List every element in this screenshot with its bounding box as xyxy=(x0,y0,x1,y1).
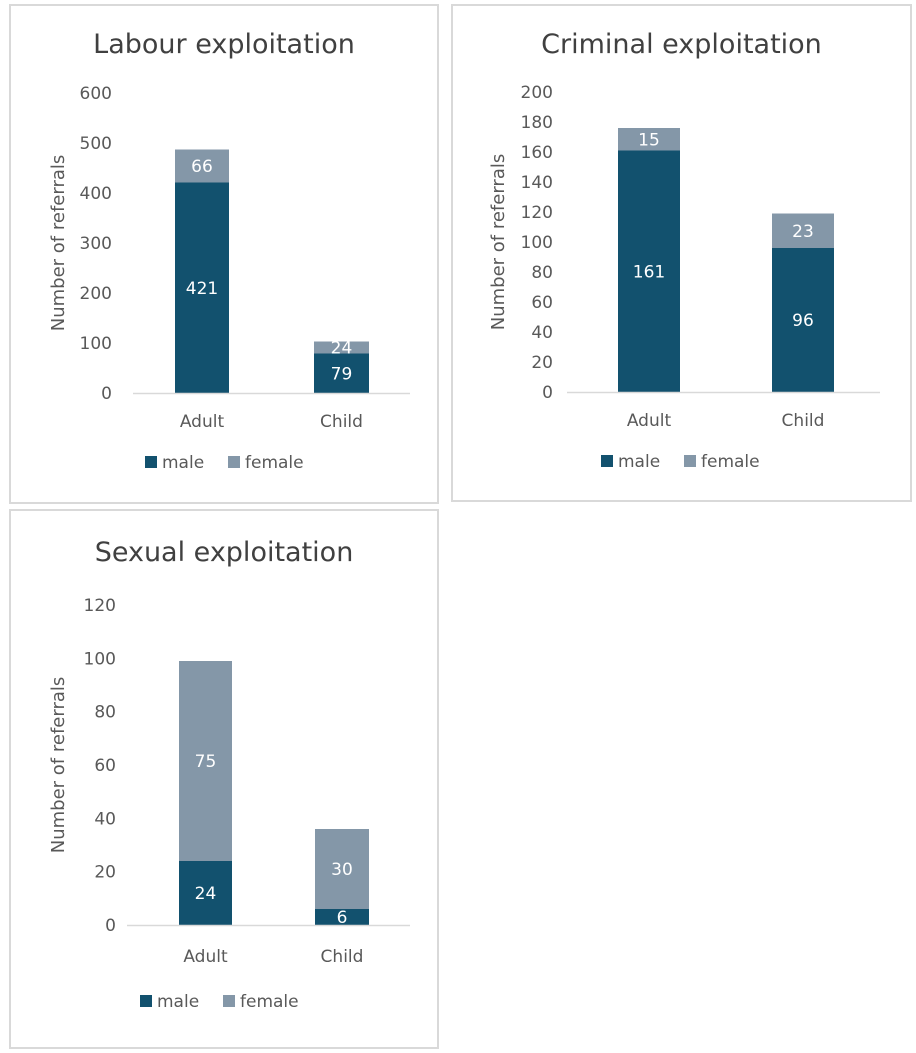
y-tick-label: 20 xyxy=(531,353,553,373)
y-tick-label: 120 xyxy=(84,596,116,616)
y-tick-label: 60 xyxy=(531,293,553,313)
x-category-label: Child xyxy=(321,947,364,967)
y-tick-label: 200 xyxy=(80,284,112,304)
bar-female-child xyxy=(315,829,369,909)
legend-swatch-male xyxy=(145,456,157,468)
y-tick-label: 140 xyxy=(521,173,553,193)
legend-label: female xyxy=(245,453,304,473)
legend-swatch-female xyxy=(228,456,240,468)
bar-male-adult xyxy=(175,182,229,393)
bar-female-child xyxy=(314,341,369,354)
data-label: 75 xyxy=(195,752,217,772)
y-tick-label: 500 xyxy=(80,134,112,154)
y-tick-label: 200 xyxy=(521,83,553,103)
data-label: 24 xyxy=(195,884,217,904)
y-axis-label: Number of referrals xyxy=(488,154,509,330)
bar-male-child xyxy=(772,248,834,392)
bar-male-child xyxy=(315,909,369,925)
legend-label: female xyxy=(240,992,299,1012)
y-tick-label: 0 xyxy=(101,384,112,404)
chart-panel: Sexual exploitation 0 20 40 60 80 100 120 Number… xyxy=(9,509,439,1049)
chart-svg: Sexual exploitation 0 20 40 60 80 100 120 Number… xyxy=(48,537,410,1012)
legend-swatch-female xyxy=(684,455,696,467)
chart-panel: Criminal exploitation 0 20 40 60 80 100 120 140 1… xyxy=(451,4,912,502)
y-tick-label: 40 xyxy=(94,809,116,829)
y-axis-label: Number of referrals xyxy=(48,677,69,853)
x-category-label: Child xyxy=(320,412,363,432)
bar-female-adult xyxy=(175,149,229,183)
legend-label: male xyxy=(157,992,199,1012)
x-category-label: Child xyxy=(782,411,825,431)
chart-title: Sexual exploitation xyxy=(95,537,354,568)
chart-title: Criminal exploitation xyxy=(541,29,822,60)
legend-label: female xyxy=(701,452,760,472)
legend-label: male xyxy=(162,453,204,473)
data-label: 79 xyxy=(331,364,353,384)
y-tick-label: 40 xyxy=(531,323,553,343)
bar-male-adult xyxy=(618,150,680,392)
chart-title: Labour exploitation xyxy=(93,29,355,60)
data-label: 30 xyxy=(331,860,353,880)
y-tick-label: 20 xyxy=(94,863,116,883)
legend-swatch-male xyxy=(601,455,613,467)
y-tick-label: 100 xyxy=(84,649,116,669)
data-label: 23 xyxy=(792,222,814,242)
legend-label: male xyxy=(618,452,660,472)
y-axis-label: Number of referrals xyxy=(48,155,69,331)
data-label: 161 xyxy=(633,262,665,282)
data-label: 66 xyxy=(191,157,213,177)
y-tick-label: 120 xyxy=(521,203,553,223)
x-category-label: Adult xyxy=(183,947,228,967)
data-label: 15 xyxy=(638,130,660,150)
y-tick-label: 0 xyxy=(542,383,553,403)
data-label: 6 xyxy=(337,908,348,928)
bar-female-adult xyxy=(618,128,680,151)
y-tick-label: 80 xyxy=(94,703,116,723)
x-category-label: Adult xyxy=(180,412,225,432)
legend-swatch-male xyxy=(140,995,152,1007)
y-tick-label: 400 xyxy=(80,184,112,204)
y-tick-label: 0 xyxy=(105,916,116,936)
data-label: 421 xyxy=(186,279,218,299)
y-tick-label: 60 xyxy=(94,756,116,776)
legend-swatch-female xyxy=(223,995,235,1007)
y-tick-label: 100 xyxy=(80,334,112,354)
bar-male-adult xyxy=(179,861,232,925)
chart-svg: Labour exploitation 0 100 200 300 400 500 600 Nu… xyxy=(48,29,410,473)
y-tick-label: 160 xyxy=(521,143,553,163)
y-tick-label: 600 xyxy=(80,84,112,104)
bar-female-adult xyxy=(179,661,232,861)
chart-panel: Labour exploitation 0 100 200 300 400 500 600 Nu… xyxy=(9,4,439,504)
data-label: 96 xyxy=(792,311,814,331)
x-category-label: Adult xyxy=(627,411,672,431)
data-label: 24 xyxy=(331,339,353,359)
chart-svg: Criminal exploitation 0 20 40 60 80 100 120 140 1… xyxy=(488,29,880,472)
bar-male-child xyxy=(314,353,369,393)
y-tick-label: 180 xyxy=(521,113,553,133)
y-tick-label: 300 xyxy=(80,234,112,254)
y-tick-label: 80 xyxy=(531,263,553,283)
bar-female-child xyxy=(772,213,834,248)
y-tick-label: 100 xyxy=(521,233,553,253)
